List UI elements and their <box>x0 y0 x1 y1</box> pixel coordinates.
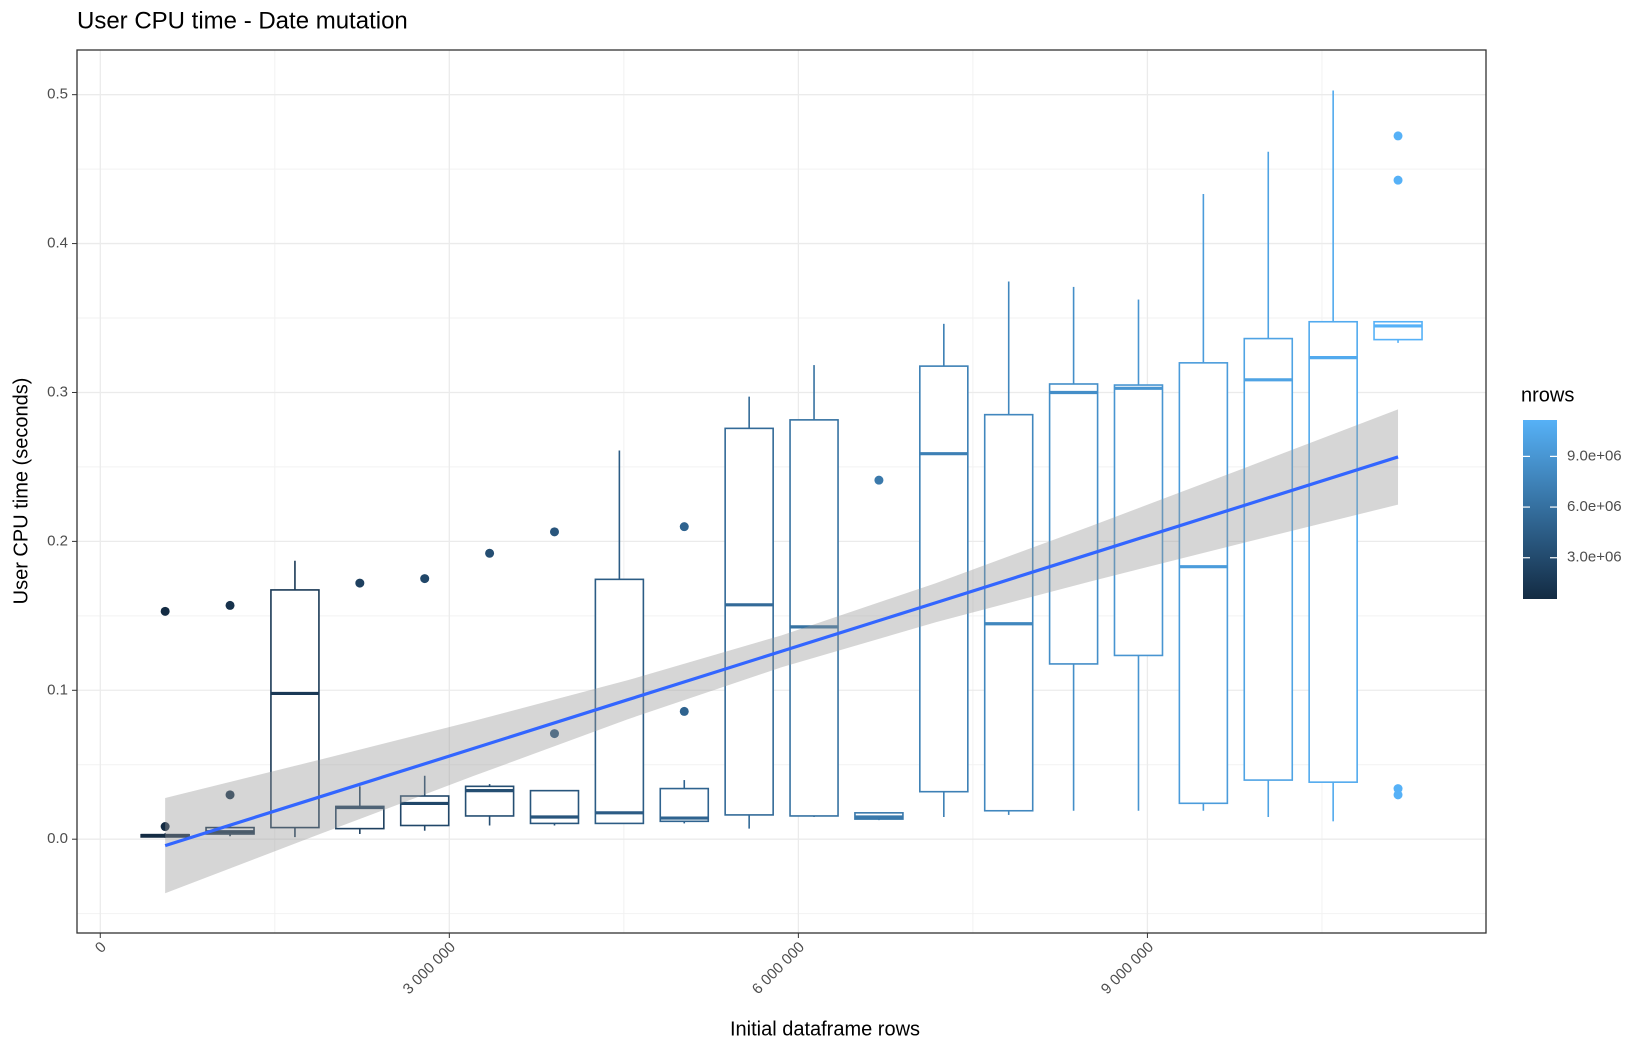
outlier <box>549 729 559 739</box>
y-tick-label: 0.0 <box>47 830 68 847</box>
outlier <box>420 574 430 584</box>
outlier <box>225 600 235 610</box>
chart-title: User CPU time - Date mutation <box>77 7 408 34</box>
x-tick-label: 6 000 000 <box>749 939 808 998</box>
colorbar <box>1523 420 1557 599</box>
box <box>789 419 839 817</box>
outlier <box>679 706 689 716</box>
y-tick-label: 0.4 <box>47 235 68 252</box>
box <box>1113 384 1164 657</box>
outlier <box>1393 784 1403 794</box>
y-axis-title: User CPU time (seconds) <box>10 378 32 605</box>
box <box>1178 362 1229 805</box>
outlier <box>160 606 170 616</box>
outlier <box>1393 131 1403 141</box>
colorbar-label: 9.0e+06 <box>1567 447 1622 464</box>
box <box>399 795 450 827</box>
colorbar-label: 6.0e+06 <box>1567 498 1622 515</box>
box <box>919 365 969 793</box>
x-tick-label: 3 000 000 <box>400 939 459 998</box>
box <box>270 589 320 829</box>
box <box>1243 337 1294 781</box>
outlier <box>1393 175 1403 185</box>
x-axis-title: Initial dataframe rows <box>730 1018 920 1040</box>
outlier <box>549 527 559 537</box>
y-tick-label: 0.3 <box>47 383 68 400</box>
box <box>983 413 1034 812</box>
outlier <box>485 548 495 558</box>
outlier <box>225 790 235 800</box>
x-tick-label: 9 000 000 <box>1098 939 1157 998</box>
box <box>1048 383 1099 665</box>
y-tick-label: 0.2 <box>47 532 68 549</box>
outlier <box>160 822 170 832</box>
legend-title: nrows <box>1521 384 1574 406</box>
trend-line <box>164 455 1399 848</box>
outlier <box>679 522 689 532</box>
box <box>1308 320 1358 783</box>
y-tick-label: 0.5 <box>47 86 68 103</box>
outlier <box>355 578 365 588</box>
x-tick-label: 0 <box>92 939 110 957</box>
box <box>659 787 710 823</box>
outlier <box>1393 790 1403 800</box>
panel-border <box>76 49 1487 934</box>
colorbar-label: 3.0e+06 <box>1567 549 1622 566</box>
outlier <box>874 475 884 485</box>
y-tick-label: 0.1 <box>47 681 68 698</box>
box <box>724 427 774 816</box>
